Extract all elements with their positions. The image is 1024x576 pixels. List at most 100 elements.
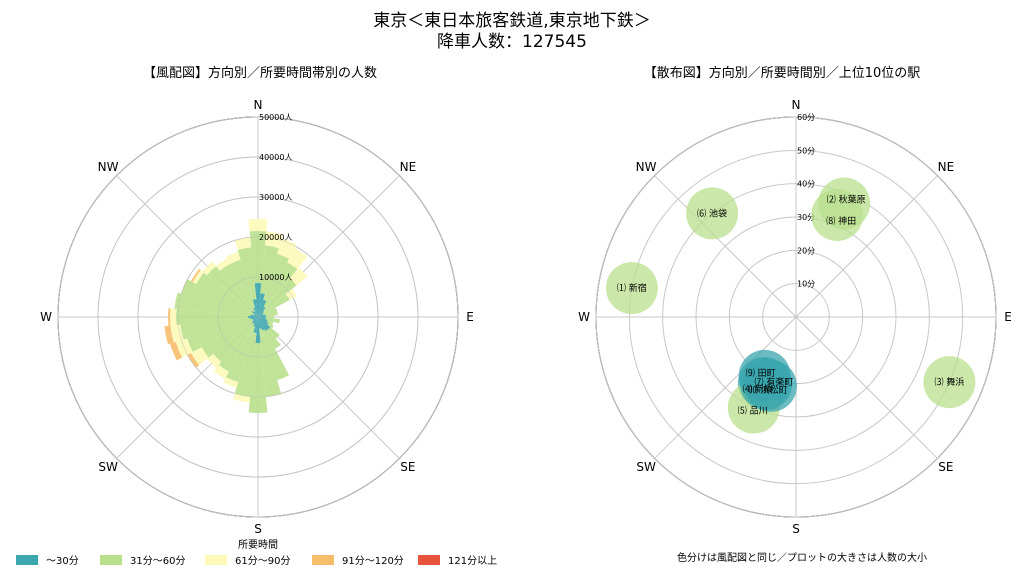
legend-swatch: [100, 554, 122, 565]
rose-bar: [265, 315, 274, 319]
rose-bar: [248, 316, 258, 318]
rose-bar: [190, 347, 209, 366]
rose-bar: [252, 317, 258, 325]
direction-label: SW: [98, 460, 118, 474]
direction-label: NW: [636, 160, 657, 174]
direction-label: E: [1004, 310, 1012, 324]
grid-ring: [662, 183, 930, 451]
rose-bar: [266, 319, 274, 325]
rose-bar: [170, 324, 184, 343]
rose-bar: [258, 317, 269, 325]
chart-title-line2: 降車人数：127545: [437, 32, 587, 52]
rose-bar: [253, 307, 258, 317]
station-label: ⑷ 新橋: [743, 383, 773, 395]
radial-tick-label: 50000人: [259, 113, 292, 122]
rose-bar: [169, 341, 183, 361]
direction-label: S: [792, 522, 800, 536]
rose-bar: [216, 258, 230, 271]
station-label: ⑽ 浜松町: [749, 384, 788, 396]
legend-item: 31分〜60分: [100, 552, 185, 567]
rose-bar: [174, 292, 251, 317]
rose-bar: [190, 268, 201, 283]
rose-bar: [187, 352, 200, 368]
rose-bar: [263, 307, 278, 316]
rose-bar: [252, 314, 258, 317]
rose-bar: [252, 317, 258, 321]
rose-bar: [206, 265, 253, 312]
rose-bar: [254, 283, 262, 317]
legend-item: 91分〜120分: [312, 552, 404, 567]
rose-bar: [258, 306, 266, 317]
rose-bar: [251, 317, 258, 324]
grid-ring: [762, 283, 830, 351]
grid-ring-overlay: [97, 156, 419, 478]
rose-bar: [225, 325, 256, 383]
rose-bar: [258, 314, 266, 317]
rose-bar: [202, 261, 217, 276]
rose-bar: [248, 342, 268, 413]
rose-bar: [262, 329, 290, 381]
radial-tick-label: 40000人: [259, 153, 292, 162]
grid-ring-overlay: [57, 116, 459, 518]
rose-bar: [258, 293, 265, 317]
rose-bar: [255, 317, 261, 344]
station-label: ⑸ 品川: [738, 405, 768, 417]
direction-label: SE: [400, 460, 415, 474]
grid-ring: [628, 149, 964, 485]
station-bubble: [923, 356, 976, 409]
rose-bar: [258, 317, 266, 320]
radial-tick-label: 20分: [797, 246, 815, 255]
station-label: ⑺ 有楽町: [754, 376, 793, 388]
station-label: ⑹ 池袋: [697, 207, 727, 219]
station-bubble: [605, 262, 658, 315]
station-label: ⑼ 田町: [746, 367, 776, 379]
station-label: ⑻ 神田: [826, 215, 856, 227]
rose-bar: [234, 332, 257, 397]
rose-bar: [233, 393, 251, 403]
grid-ring-overlay: [177, 236, 339, 398]
rose-bar: [187, 318, 253, 352]
legend-item: 〜30分: [16, 552, 79, 567]
grid-ring: [695, 216, 897, 418]
rose-bar: [250, 317, 258, 320]
rose-bar: [249, 231, 267, 284]
radial-tick-label: 60分: [797, 113, 815, 122]
rose-bar: [258, 316, 266, 318]
rose-bar: [263, 278, 297, 312]
rose-bar: [263, 253, 290, 302]
legend-label: 91分〜120分: [342, 556, 404, 567]
rose-bar: [229, 259, 256, 309]
rose-bar: [234, 237, 252, 251]
legend-label: 61分〜90分: [235, 556, 291, 567]
rose-bar: [265, 311, 278, 317]
rose-bar: [259, 328, 282, 397]
rose-bar: [258, 317, 269, 332]
rose-bar: [258, 317, 268, 322]
direction-label: SE: [938, 460, 953, 474]
rose-bar: [169, 308, 177, 326]
station-bubble: [811, 189, 864, 242]
rose-bar: [265, 231, 283, 249]
legend-item: 61分〜90分: [205, 552, 290, 567]
radial-tick-label: 20000人: [259, 233, 292, 242]
legend-title: 所要時間: [238, 540, 278, 551]
legend-label: 121分以上: [448, 556, 498, 567]
rose-bar: [258, 313, 264, 317]
rose-bar: [225, 251, 241, 265]
station-bubble: [686, 187, 739, 240]
rose-subtitle: 【風配図】方向別／所要時間帯別の人数: [142, 66, 377, 81]
direction-label: NE: [938, 160, 955, 174]
rose-bar: [260, 245, 279, 295]
rose-spoke: [257, 316, 400, 459]
legend-label: 31分〜60分: [130, 556, 186, 567]
rose-bar: [253, 317, 258, 333]
rose-bar: [258, 310, 265, 317]
radial-tick-label: 30分: [797, 213, 815, 222]
rose-bar: [252, 317, 258, 320]
rose-bar: [176, 308, 249, 326]
rose-bar: [258, 299, 267, 317]
rose-bar: [268, 327, 280, 339]
legend-swatch: [312, 554, 334, 565]
rose-bar: [250, 314, 258, 317]
rose-bar: [218, 323, 255, 372]
